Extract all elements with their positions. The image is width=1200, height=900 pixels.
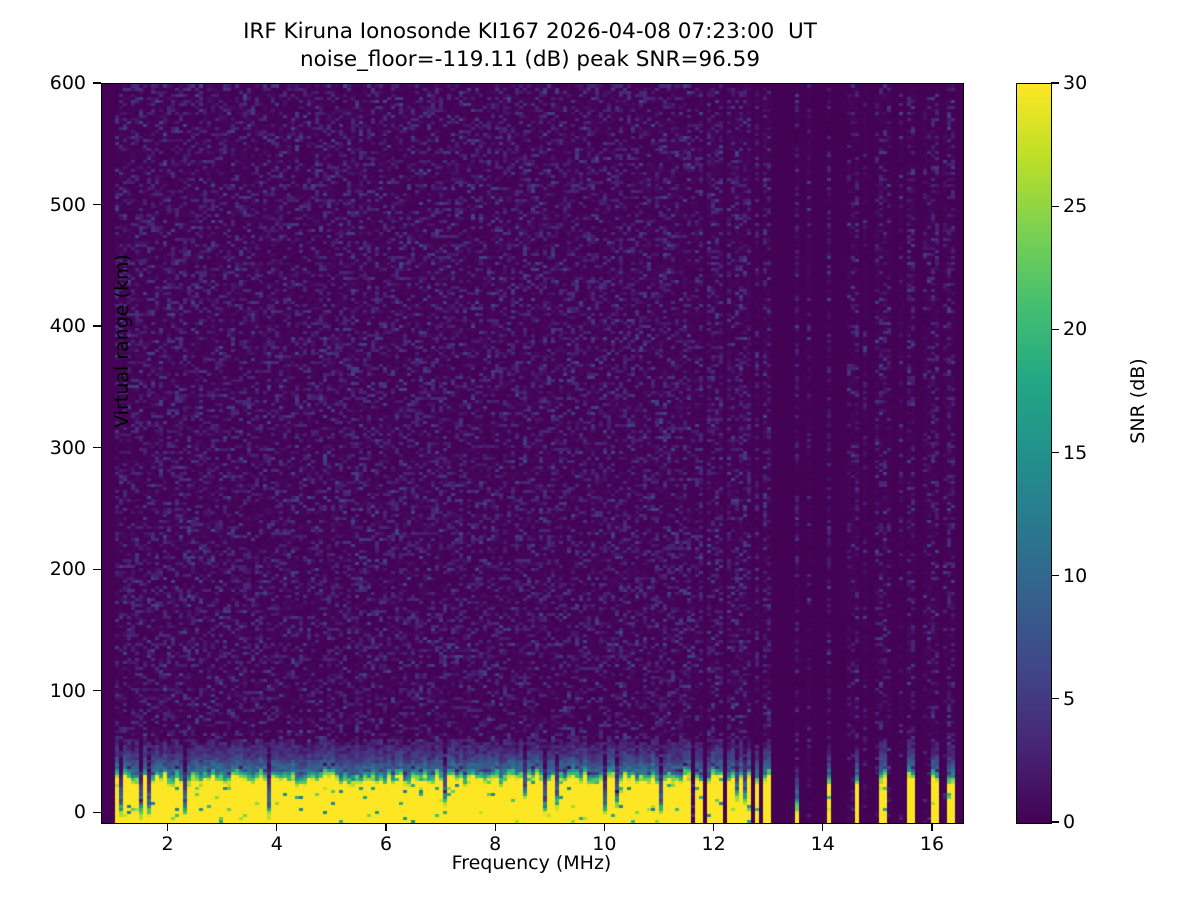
colorbar-tick-label: 10 (1063, 564, 1088, 587)
x-tick-mark (167, 823, 169, 831)
y-tick-mark (93, 568, 101, 570)
y-tick-label: 400 (49, 315, 86, 338)
x-tick-mark (603, 823, 605, 831)
x-tick-mark (712, 823, 715, 831)
colorbar-tick-label: 15 (1063, 441, 1088, 464)
colorbar-tick-mark (1051, 328, 1059, 330)
x-tick-label: 14 (810, 833, 835, 855)
x-tick-label: 2 (161, 833, 174, 855)
plot-title-line-2: noise_floor=-119.11 (dB) peak SNR=96.59 (299, 46, 761, 72)
x-axis-label: Frequency (MHz) (451, 852, 612, 874)
plot-title-line-1: IRF Kiruna Ionosonde KI167 2026-04-08 07… (243, 19, 817, 44)
colorbar-tick-label: 30 (1063, 72, 1088, 94)
y-tick-mark (93, 690, 101, 692)
y-tick-label: 500 (49, 193, 86, 216)
y-tick-mark (93, 203, 101, 206)
y-tick-mark (93, 82, 101, 84)
colorbar-tick-mark (1051, 82, 1059, 84)
colorbar-tick-mark (1051, 698, 1059, 700)
x-tick-label: 8 (489, 833, 502, 855)
x-tick-label: 16 (919, 833, 945, 855)
ionogram-heatmap-canvas (102, 84, 963, 823)
colorbar-tick-label: 25 (1063, 195, 1088, 218)
x-tick-mark (494, 823, 496, 831)
colorbar (1016, 83, 1052, 824)
x-tick-label: 4 (270, 833, 283, 855)
y-tick-label: 200 (49, 558, 86, 581)
colorbar-gradient (1017, 84, 1051, 823)
x-tick-label: 6 (379, 833, 393, 855)
y-tick-label: 300 (49, 436, 86, 459)
y-tick-label: 0 (73, 801, 86, 824)
plot-title: IRF Kiruna Ionosonde KI167 2026-04-08 07… (0, 18, 1060, 74)
x-tick-label: 12 (701, 833, 726, 855)
x-tick-mark (385, 823, 387, 831)
colorbar-tick-label: 0 (1063, 811, 1076, 833)
x-tick-mark (931, 823, 933, 831)
colorbar-tick-mark (1051, 205, 1059, 207)
x-tick-mark (276, 823, 278, 831)
colorbar-label: SNR (dB) (1127, 358, 1149, 444)
y-tick-label: 100 (49, 679, 86, 702)
y-tick-mark (93, 447, 101, 449)
x-tick-label: 10 (592, 833, 617, 855)
colorbar-tick-mark (1051, 575, 1059, 577)
y-tick-mark (93, 811, 101, 813)
x-tick-mark (822, 823, 824, 831)
y-tick-label: 600 (49, 72, 86, 94)
colorbar-tick-mark (1051, 451, 1059, 454)
y-axis-label: Virtual range (km) (111, 254, 133, 428)
ionogram-heatmap-panel (101, 83, 964, 824)
colorbar-tick-label: 5 (1063, 687, 1076, 710)
colorbar-tick-mark (1051, 821, 1059, 823)
y-tick-mark (93, 325, 101, 327)
colorbar-tick-label: 20 (1063, 318, 1088, 341)
